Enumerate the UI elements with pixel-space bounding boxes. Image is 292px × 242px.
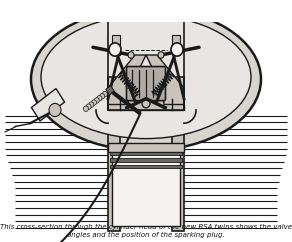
Polygon shape <box>108 55 146 105</box>
Bar <box>108 143 184 152</box>
Bar <box>112 35 120 55</box>
Bar <box>108 105 184 110</box>
Bar <box>0 0 292 22</box>
Circle shape <box>109 43 121 56</box>
Circle shape <box>100 93 105 99</box>
Bar <box>110 165 182 168</box>
Bar <box>172 35 180 55</box>
Circle shape <box>102 91 107 97</box>
Circle shape <box>158 52 164 58</box>
Circle shape <box>128 52 134 58</box>
Bar <box>108 108 120 231</box>
Circle shape <box>171 43 183 56</box>
Circle shape <box>49 103 61 117</box>
Circle shape <box>97 96 102 101</box>
Bar <box>108 77 184 110</box>
Bar <box>32 89 65 121</box>
Circle shape <box>89 102 94 107</box>
FancyBboxPatch shape <box>126 67 166 101</box>
Text: This cross-section through the cylinder head of the new BSA twins shows the valv: This cross-section through the cylinder … <box>0 224 292 238</box>
Bar <box>110 159 182 162</box>
Circle shape <box>86 104 91 109</box>
Circle shape <box>84 106 88 112</box>
Bar <box>172 108 184 231</box>
Polygon shape <box>146 55 184 105</box>
Bar <box>112 149 180 226</box>
Ellipse shape <box>41 15 251 139</box>
Bar <box>110 152 182 155</box>
Circle shape <box>142 99 150 108</box>
Circle shape <box>94 98 99 103</box>
Circle shape <box>91 100 97 105</box>
Bar <box>106 86 114 95</box>
Ellipse shape <box>31 8 261 151</box>
Bar <box>0 0 292 22</box>
